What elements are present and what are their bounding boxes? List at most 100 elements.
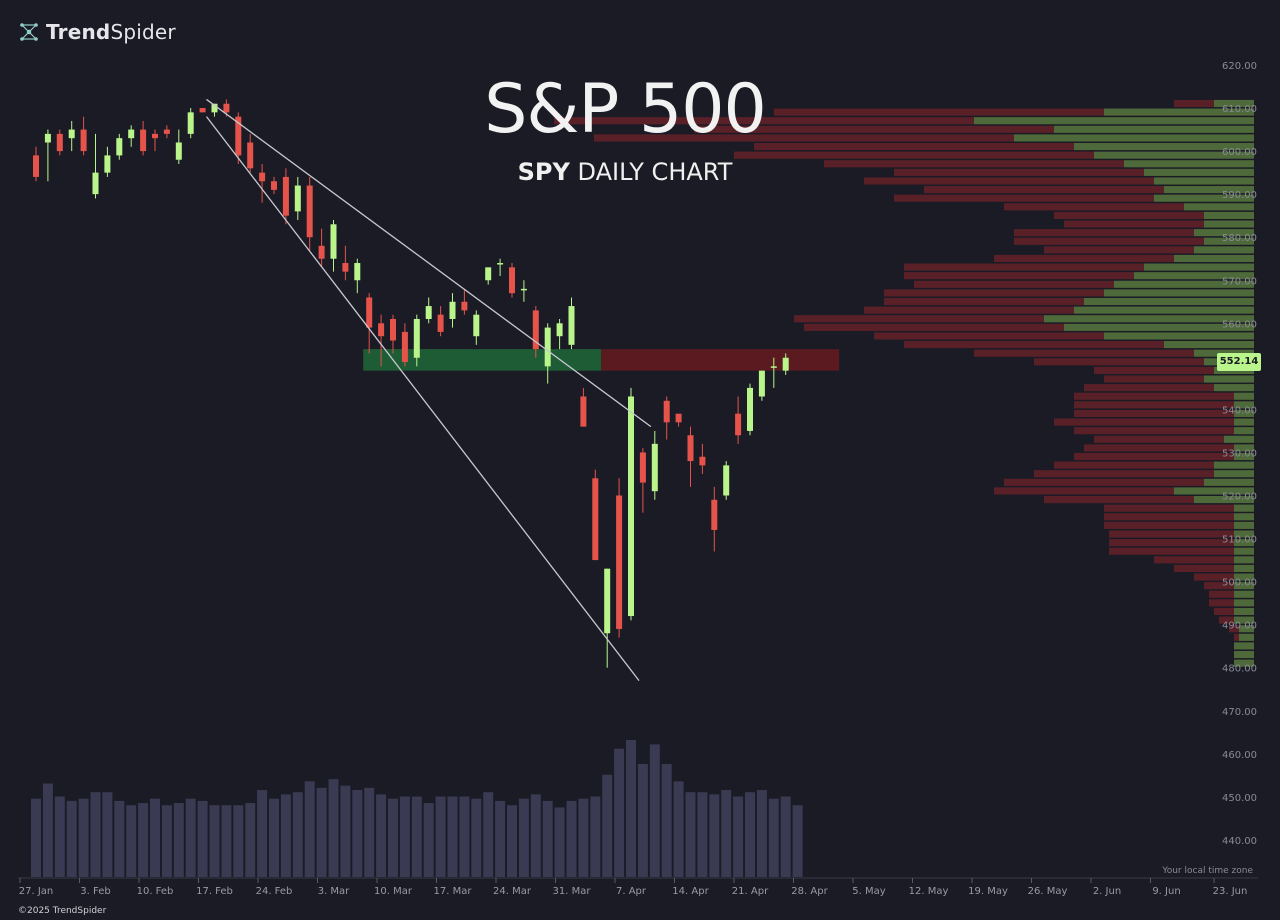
volume-bar — [42, 783, 53, 877]
volume-bar — [709, 794, 720, 877]
volume-profile-bull-bar — [1214, 470, 1254, 478]
candle-body — [544, 327, 551, 367]
volume-profile-bull-bar — [1234, 513, 1254, 521]
volume-profile-bull-bar — [1184, 203, 1254, 211]
volume-profile-bull-bar — [1234, 521, 1254, 529]
volume-profile-bear-bar — [1174, 564, 1234, 572]
candle — [378, 314, 385, 367]
volume-bar — [66, 800, 77, 877]
volume-profile-bull-bar — [1234, 642, 1254, 650]
volume-bar — [459, 796, 470, 877]
candle — [390, 314, 396, 354]
volume-profile-bear-bar — [1074, 392, 1234, 400]
y-tick-label: 500.00 — [1222, 578, 1257, 589]
volume-bar — [435, 796, 446, 877]
volume-profile-bull-bar — [1044, 315, 1254, 323]
volume-profile-bear-bar — [914, 280, 1114, 288]
candle-body — [342, 263, 349, 272]
y-tick-label: 440.00 — [1222, 836, 1257, 847]
candle-body — [366, 297, 373, 328]
volume-profile-bull-bar — [1234, 444, 1254, 452]
volume-profile-bear-bar — [1074, 401, 1234, 409]
brand-logo: TrendSpider — [18, 18, 176, 46]
candle-body — [401, 331, 408, 363]
y-tick-label: 460.00 — [1222, 750, 1257, 761]
candle — [675, 413, 682, 427]
candle — [199, 108, 206, 113]
volume-bar — [185, 798, 196, 877]
candle-body — [378, 323, 385, 337]
volume-profile-bear-bar — [1109, 530, 1234, 538]
candle-body — [568, 306, 575, 345]
candle — [68, 120, 75, 152]
spider-network-icon — [20, 23, 38, 41]
candle-body — [223, 103, 230, 113]
volume-profile-bull-bar — [1239, 625, 1254, 633]
candle-body — [175, 142, 182, 160]
volume-bar — [126, 805, 137, 877]
x-tick-label: 3. Mar — [318, 886, 350, 897]
candle-body — [675, 413, 682, 423]
volume-profile-bear-bar — [1054, 461, 1214, 469]
candle-body — [616, 495, 623, 629]
candle-body — [294, 185, 301, 212]
candle-body — [33, 155, 39, 177]
volume-profile-bear-bar — [1044, 496, 1194, 504]
candle — [604, 568, 611, 668]
volume-profile-bull-bar — [1234, 599, 1254, 607]
volume-bar — [90, 792, 101, 877]
volume-profile-bear-bar — [1194, 573, 1234, 581]
candle-body — [580, 396, 587, 427]
candle — [639, 448, 646, 513]
candle-body — [461, 301, 468, 311]
volume-profile-bull-bar — [1234, 590, 1254, 598]
volume-profile-bear-bar — [1014, 237, 1204, 245]
candle-body — [247, 142, 254, 169]
x-axis: 27. Jan 3. Feb 10. Feb 17. Feb 24. Feb 3. Mar… — [18, 877, 1258, 897]
candle — [294, 176, 301, 220]
x-tick-label: 12. May — [909, 886, 949, 897]
volume-bar — [495, 800, 506, 877]
volume-bar — [507, 805, 517, 877]
candle — [497, 258, 504, 276]
y-tick-label: 450.00 — [1222, 793, 1257, 804]
candle-body — [485, 267, 492, 281]
volume-bar — [637, 763, 648, 877]
timezone-label[interactable]: Your local time zone — [1162, 866, 1253, 876]
x-tick-label: 10. Feb — [137, 886, 174, 897]
candle — [580, 387, 587, 427]
candle — [437, 306, 444, 337]
candle — [33, 146, 39, 182]
volume-profile-bull-bar — [1234, 401, 1254, 409]
candle-body — [187, 112, 194, 134]
volume-profile-bear-bar — [1104, 504, 1234, 512]
volume-bar — [780, 796, 791, 877]
volume-profile-bull-bar — [1234, 564, 1254, 572]
x-tick-label: 24. Feb — [256, 886, 293, 897]
candle-body — [354, 263, 361, 281]
volume-profile-bull-bar — [1214, 461, 1254, 469]
candle-body — [259, 172, 266, 182]
candle — [735, 396, 742, 444]
volume-profile-bull-bar — [1234, 616, 1254, 624]
volume-profile-bull-bar — [1204, 211, 1254, 219]
y-tick-label: 570.00 — [1222, 276, 1257, 287]
volume-profile-bear-bar — [904, 272, 1134, 280]
volume-bar — [745, 792, 755, 877]
volume-profile-bull-bar — [1154, 194, 1254, 202]
volume-profile-bear-bar — [734, 151, 1094, 159]
volume-profile-bear-bar — [1209, 599, 1234, 607]
trendline — [205, 116, 640, 682]
volume-profile-bear-bar — [994, 487, 1174, 495]
volume-profile-bull-bar — [1154, 177, 1254, 185]
x-tick-label: 19. May — [968, 886, 1008, 897]
candle — [401, 323, 408, 367]
volume-bar — [602, 774, 613, 877]
volume-profile-bull-bar — [1214, 99, 1254, 108]
brand-name: TrendSpider — [46, 20, 176, 44]
volume-profile-bull-bar — [1014, 134, 1254, 142]
x-tick-label: 2. Jun — [1093, 886, 1121, 897]
volume-profile-bear-bar — [1094, 435, 1224, 443]
volume-bar — [78, 798, 89, 877]
